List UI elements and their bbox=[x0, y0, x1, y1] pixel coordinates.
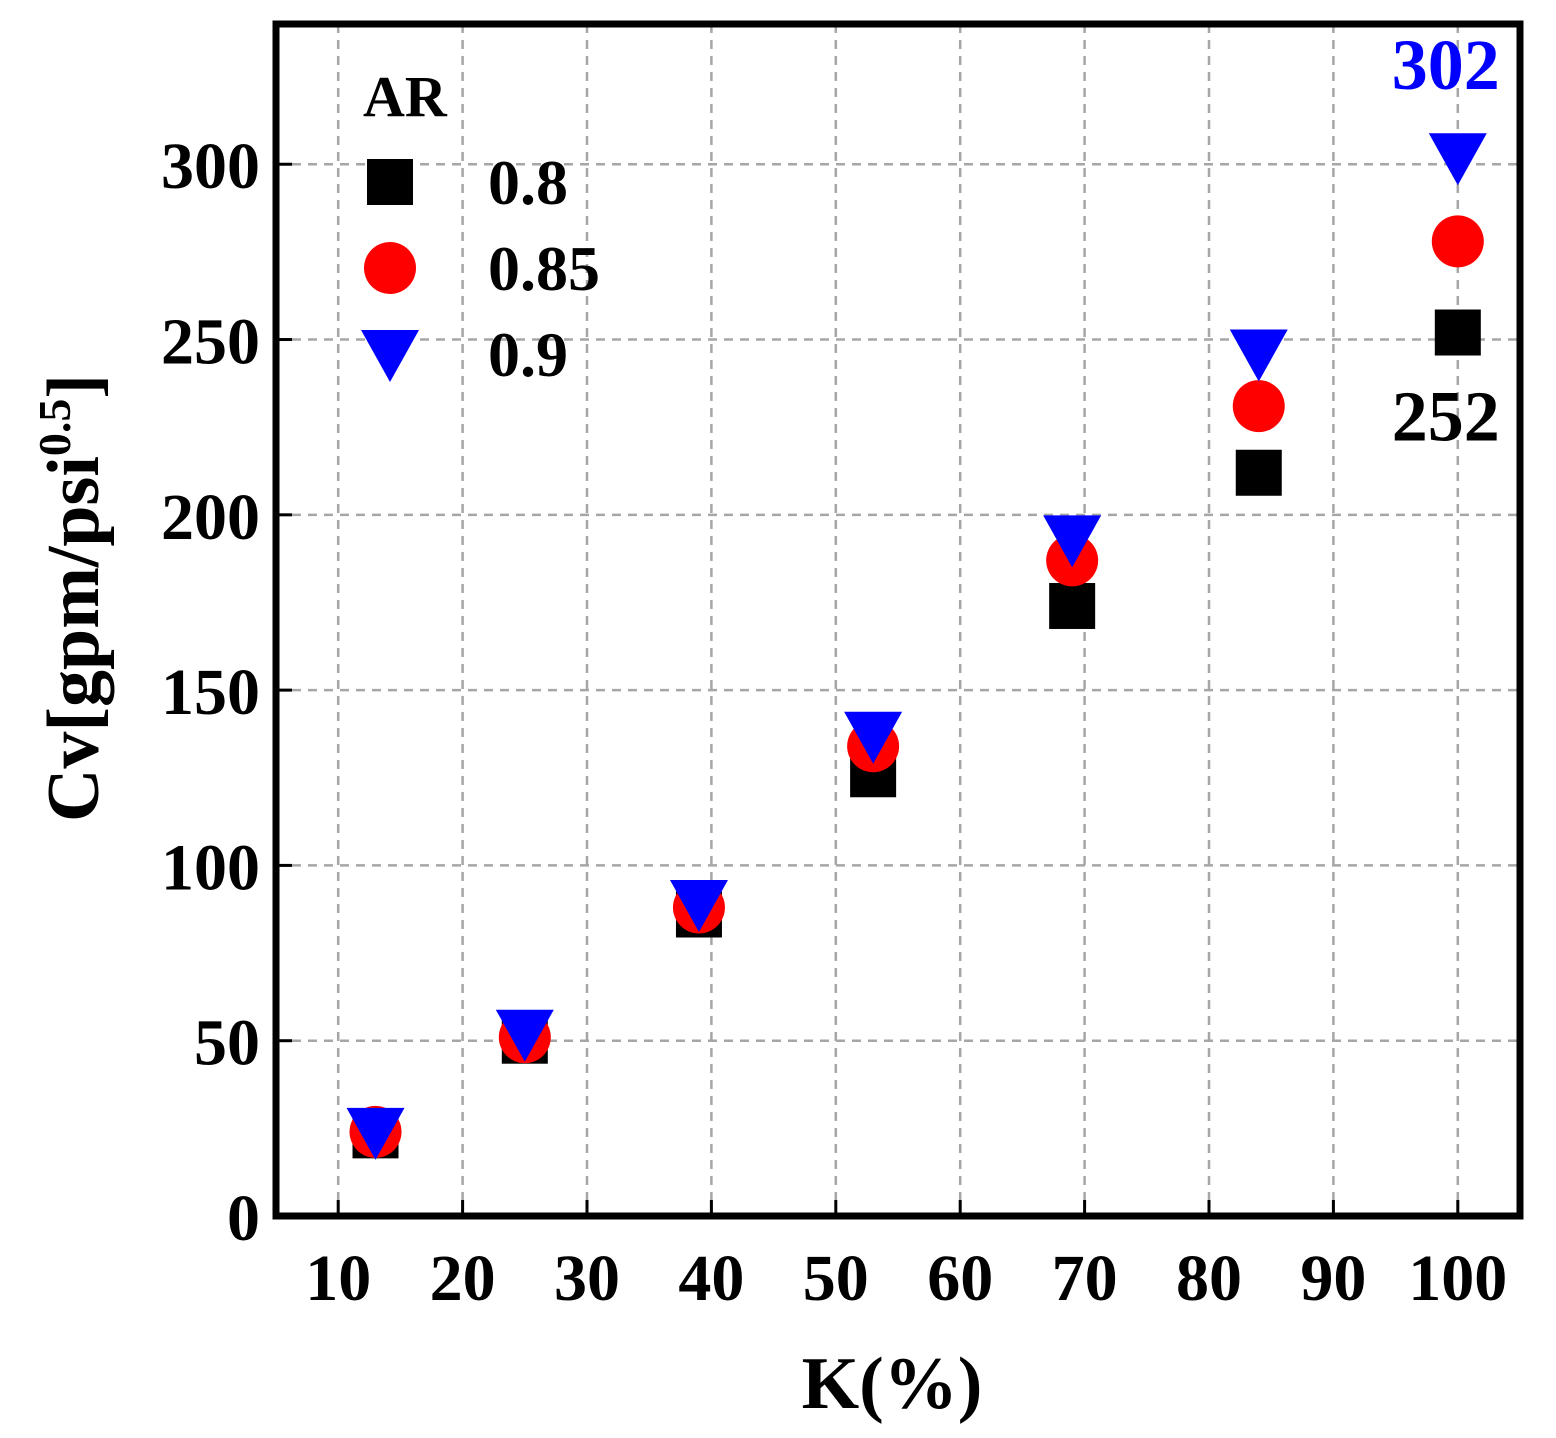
legend-marker-0.85 bbox=[364, 242, 416, 294]
point-0.85-100 bbox=[1431, 215, 1484, 268]
point-0.9-39 bbox=[669, 879, 728, 932]
legend-label-0.85: 0.85 bbox=[488, 233, 600, 304]
x-tick-label-100: 100 bbox=[1408, 1242, 1507, 1315]
y-tick-label-300: 300 bbox=[161, 130, 260, 203]
point-0.9-69 bbox=[1043, 515, 1102, 568]
point-0.8-69 bbox=[1049, 582, 1096, 629]
y-tick-label-200: 200 bbox=[161, 481, 260, 554]
data-marks bbox=[346, 133, 1487, 1160]
point-0.8-84 bbox=[1235, 449, 1282, 496]
point-0.9-100 bbox=[1428, 133, 1487, 186]
point-0.9-53 bbox=[844, 711, 903, 764]
point-0.9-13 bbox=[346, 1107, 405, 1160]
plot-frame bbox=[272, 20, 1524, 1220]
y-axis-title-end: ] bbox=[33, 374, 115, 399]
point-0.8-100 bbox=[1434, 309, 1481, 356]
y-tick-labels: 0 50 100 150 200 250 300 bbox=[161, 130, 260, 1255]
y-tick-label-100: 100 bbox=[161, 831, 260, 904]
x-tick-labels: 10 20 30 40 50 60 70 80 90 100 bbox=[305, 1242, 1507, 1315]
annotation-252: 252 bbox=[1392, 377, 1500, 457]
y-axis-title: Cv[gpm/psi0.5] bbox=[29, 374, 115, 822]
y-axis-title-superscript: 0.5 bbox=[29, 399, 80, 457]
x-tick-label-70: 70 bbox=[1052, 1242, 1118, 1315]
x-tick-label-10: 10 bbox=[305, 1242, 371, 1315]
x-tick-label-80: 80 bbox=[1176, 1242, 1242, 1315]
legend: AR 0.8 0.85 0.9 bbox=[361, 64, 600, 390]
x-tick-label-50: 50 bbox=[803, 1242, 869, 1315]
y-tick-label-50: 50 bbox=[194, 1007, 260, 1080]
x-axis-title: K(%) bbox=[802, 1343, 983, 1425]
point-0.9-25 bbox=[495, 1009, 554, 1062]
legend-marker-0.8 bbox=[367, 159, 413, 205]
y-axis-title-main: Cv[gpm/psi bbox=[33, 456, 115, 822]
y-tick-label-0: 0 bbox=[227, 1182, 260, 1255]
y-tick-label-150: 150 bbox=[161, 656, 260, 729]
legend-label-0.9: 0.9 bbox=[488, 319, 568, 390]
series-0.9 bbox=[346, 133, 1487, 1160]
legend-title: AR bbox=[363, 64, 448, 129]
x-tick-label-60: 60 bbox=[927, 1242, 993, 1315]
legend-label-0.8: 0.8 bbox=[488, 147, 568, 218]
x-tick-label-40: 40 bbox=[678, 1242, 744, 1315]
legend-marker-0.9 bbox=[361, 330, 419, 382]
point-0.9-84 bbox=[1229, 329, 1288, 382]
point-0.85-84 bbox=[1232, 380, 1285, 433]
annotation-302: 302 bbox=[1392, 25, 1500, 105]
x-tick-label-20: 20 bbox=[430, 1242, 496, 1315]
annotations: 302 252 bbox=[1392, 25, 1500, 456]
x-tick-label-90: 90 bbox=[1300, 1242, 1366, 1315]
x-tick-label-30: 30 bbox=[554, 1242, 620, 1315]
grid-lines bbox=[276, 24, 1520, 1216]
y-tick-label-250: 250 bbox=[161, 306, 260, 379]
